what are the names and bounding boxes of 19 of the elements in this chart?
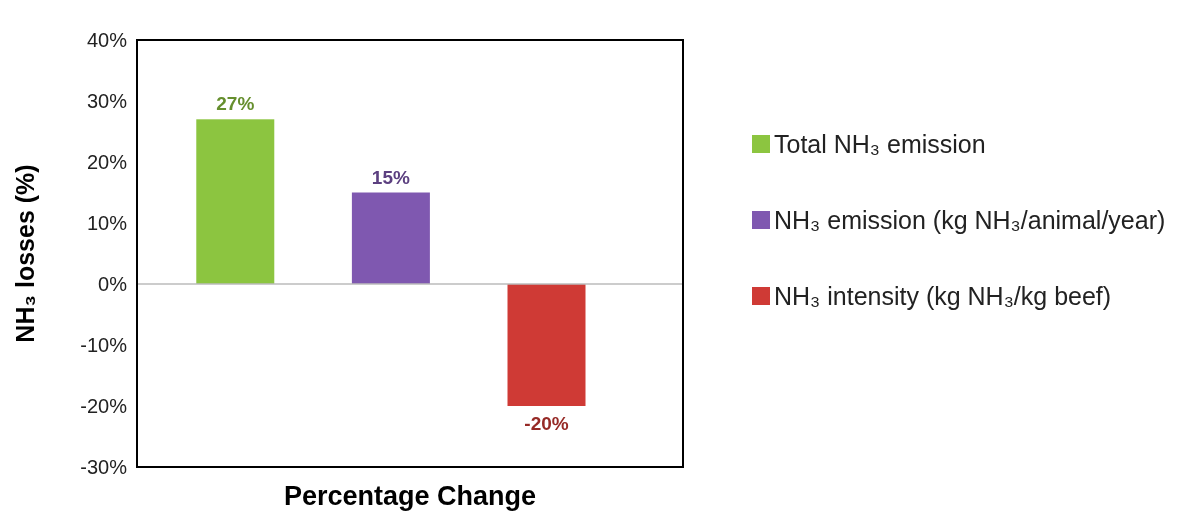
y-tick-label: 10% <box>86 211 128 234</box>
y-tick-label: -10% <box>80 333 128 356</box>
x-axis-title: Percentage Change <box>283 481 537 511</box>
y-tick-label: 0% <box>98 272 128 295</box>
y-tick-label: 30% <box>86 89 128 112</box>
data-label: 27% <box>216 93 255 115</box>
y-axis-title: NH₃ losses (%) <box>11 164 39 343</box>
bar <box>196 119 275 284</box>
y-tick-label: -30% <box>80 455 128 478</box>
y-tick-label: -20% <box>80 394 128 417</box>
legend-label: NH₃ intensity (kg NH₃/kg beef) <box>774 282 1112 310</box>
bar <box>507 284 586 406</box>
data-label: 15% <box>371 166 411 188</box>
legend-label: Total NH₃ emission <box>774 130 986 158</box>
bar <box>351 192 430 284</box>
legend-label: NH₃ emission (kg NH₃/animal/year) <box>774 206 1166 234</box>
y-tick-label: 20% <box>86 150 128 173</box>
y-tick-label: 40% <box>86 28 128 51</box>
data-label: -20% <box>524 413 569 434</box>
